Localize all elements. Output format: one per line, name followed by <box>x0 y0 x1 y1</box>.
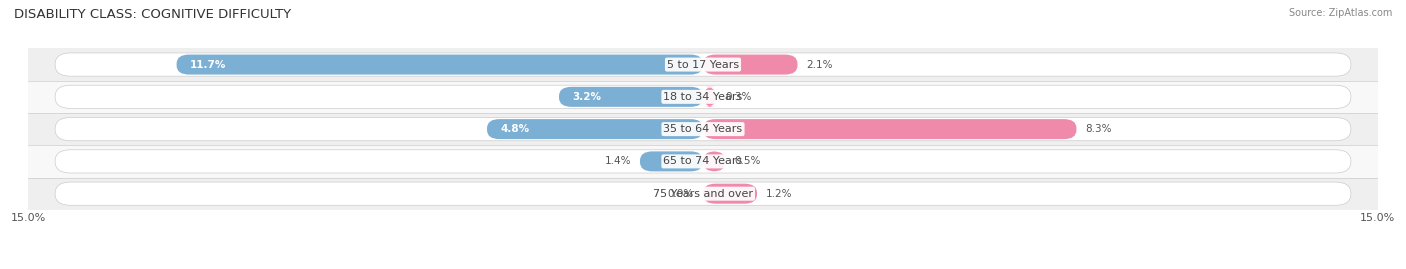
Bar <box>28 81 1378 113</box>
Text: 0.0%: 0.0% <box>668 189 695 199</box>
Text: 0.3%: 0.3% <box>725 92 752 102</box>
Text: 11.7%: 11.7% <box>190 59 226 70</box>
Text: Source: ZipAtlas.com: Source: ZipAtlas.com <box>1288 8 1392 18</box>
FancyBboxPatch shape <box>55 182 1351 205</box>
Text: 3.2%: 3.2% <box>572 92 602 102</box>
FancyBboxPatch shape <box>177 55 703 75</box>
Text: 0.5%: 0.5% <box>734 156 761 167</box>
Text: 5 to 17 Years: 5 to 17 Years <box>666 59 740 70</box>
FancyBboxPatch shape <box>703 87 717 107</box>
Bar <box>28 145 1378 178</box>
Text: 4.8%: 4.8% <box>501 124 530 134</box>
Text: 65 to 74 Years: 65 to 74 Years <box>664 156 742 167</box>
Text: 8.3%: 8.3% <box>1085 124 1112 134</box>
FancyBboxPatch shape <box>703 184 756 204</box>
Bar <box>28 48 1378 81</box>
Text: 35 to 64 Years: 35 to 64 Years <box>664 124 742 134</box>
FancyBboxPatch shape <box>560 87 703 107</box>
FancyBboxPatch shape <box>703 55 797 75</box>
FancyBboxPatch shape <box>640 151 703 171</box>
FancyBboxPatch shape <box>703 119 1077 139</box>
FancyBboxPatch shape <box>55 150 1351 173</box>
FancyBboxPatch shape <box>55 53 1351 76</box>
Text: DISABILITY CLASS: COGNITIVE DIFFICULTY: DISABILITY CLASS: COGNITIVE DIFFICULTY <box>14 8 291 21</box>
Text: 75 Years and over: 75 Years and over <box>652 189 754 199</box>
Text: 1.2%: 1.2% <box>766 189 793 199</box>
Text: 2.1%: 2.1% <box>807 59 832 70</box>
Bar <box>28 178 1378 210</box>
Text: 18 to 34 Years: 18 to 34 Years <box>664 92 742 102</box>
FancyBboxPatch shape <box>486 119 703 139</box>
FancyBboxPatch shape <box>55 118 1351 141</box>
Text: 1.4%: 1.4% <box>605 156 631 167</box>
Bar <box>28 113 1378 145</box>
FancyBboxPatch shape <box>55 85 1351 108</box>
FancyBboxPatch shape <box>703 151 725 171</box>
